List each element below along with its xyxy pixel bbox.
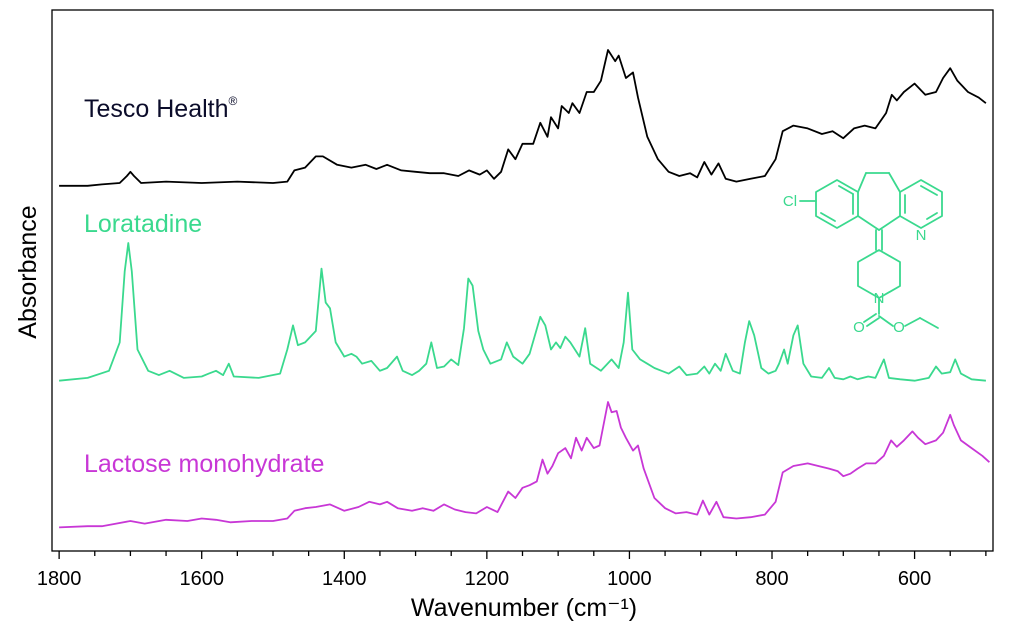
x-tick-label-800: 800 bbox=[755, 568, 788, 590]
x-tick-label-1400: 1400 bbox=[322, 568, 367, 590]
x-tick-label-1200: 1200 bbox=[465, 568, 510, 590]
y-axis-label: Absorbance bbox=[14, 205, 42, 338]
series-layer bbox=[59, 49, 991, 529]
atom-label-piperidine-n: N bbox=[874, 290, 885, 307]
series-label-loratadine: Loratadine bbox=[84, 210, 202, 238]
x-tick-label-1000: 1000 bbox=[607, 568, 652, 590]
loratadine-structure bbox=[799, 172, 943, 329]
x-axis-ticks: 1800 1600 1400 1200 1000 800 600 bbox=[37, 551, 987, 590]
atom-label-cl: Cl bbox=[783, 193, 797, 210]
series-label-lactose-monohydrate: Lactose monohydrate bbox=[84, 450, 324, 478]
registered-mark: ® bbox=[229, 94, 238, 108]
series-line-loratadine bbox=[59, 242, 986, 382]
series-line-tesco-health bbox=[59, 49, 987, 187]
atom-label-ester-o: O bbox=[893, 319, 905, 336]
atom-label-carbonyl-o: O bbox=[853, 319, 865, 336]
x-tick-label-1600: 1600 bbox=[179, 568, 224, 590]
atom-label-pyridine-n: N bbox=[916, 227, 927, 244]
x-tick-label-600: 600 bbox=[898, 568, 931, 590]
x-axis-label: Wavenumber (cm⁻¹) bbox=[411, 594, 637, 622]
x-tick-label-1800: 1800 bbox=[37, 568, 82, 590]
series-label-tesco-health: Tesco Health® bbox=[84, 94, 238, 123]
series-line-lactose-monohydrate bbox=[59, 401, 991, 529]
structure-atom-labels: Cl N N O O bbox=[783, 193, 927, 336]
